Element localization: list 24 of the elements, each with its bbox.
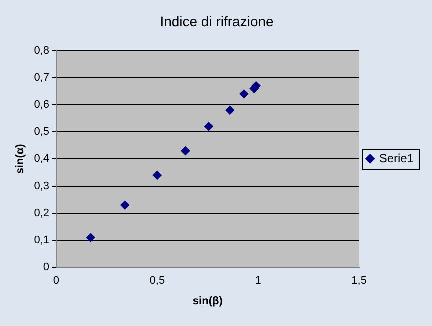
point	[240, 90, 249, 99]
y-tick-label: 0,6	[34, 99, 50, 112]
y-tick-label: 0,5	[34, 126, 50, 138]
point	[120, 200, 130, 210]
y-axis-title: sin(α)	[14, 144, 27, 174]
y-tick-label: 0,7	[34, 72, 50, 84]
point	[181, 146, 190, 156]
point	[152, 170, 162, 180]
chart-title: Indice di rifrazione	[160, 13, 274, 30]
x-tick-label: 1	[255, 275, 262, 288]
y-tick-label: 0,3	[34, 180, 50, 192]
y-tick-label: 0	[43, 262, 50, 274]
y-tick-label: 0,2	[34, 207, 50, 220]
y-tick-label: 0,4	[34, 153, 50, 166]
x-axis-title: sin(β)	[192, 295, 224, 308]
x-tick-label: 0	[53, 275, 60, 288]
legend-label: Serie1	[379, 151, 414, 166]
y-tick-label: 0,8	[34, 44, 50, 57]
x-tick-label: 0,5	[150, 275, 166, 288]
x-tick-label: 1,5	[352, 275, 367, 288]
y-tick-label: 0,1	[34, 234, 50, 247]
point	[86, 233, 96, 242]
point	[204, 122, 214, 132]
point	[226, 106, 235, 115]
